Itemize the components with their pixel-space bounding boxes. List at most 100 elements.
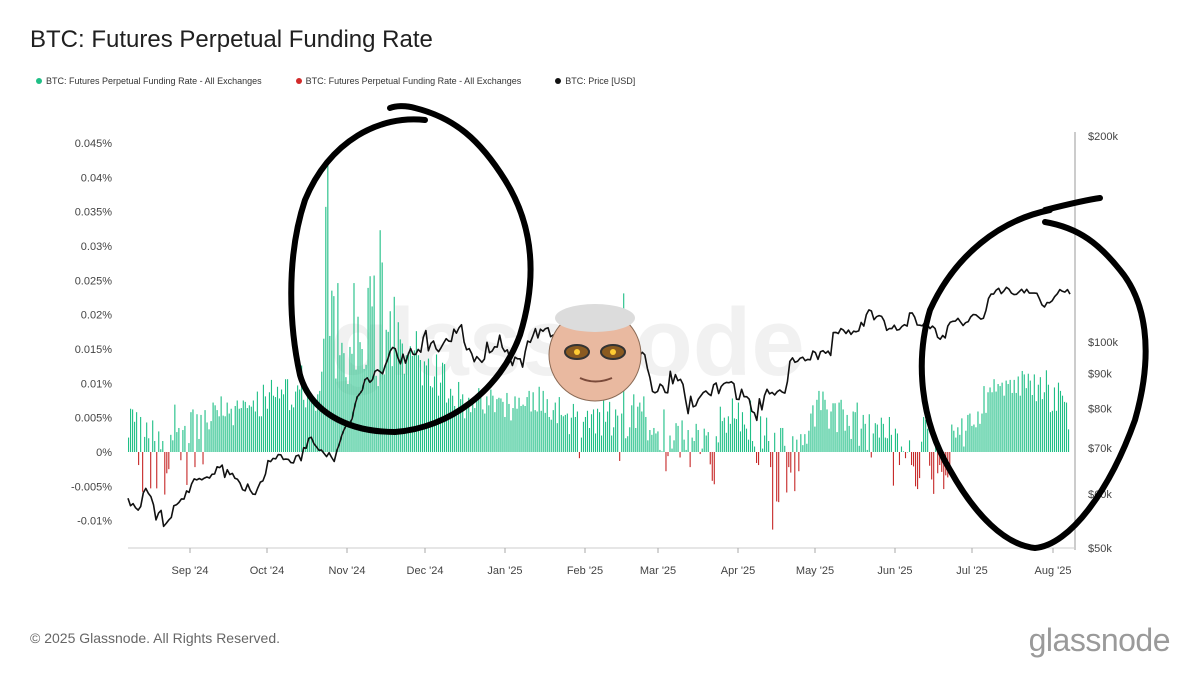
y-left-tick-label: -0.01% — [77, 516, 112, 528]
funding-bar — [150, 452, 152, 489]
funding-bar — [874, 423, 876, 452]
funding-bar — [568, 434, 570, 452]
funding-bar — [142, 452, 144, 492]
funding-bar — [250, 406, 252, 452]
y-left-tick-label: 0.01% — [81, 378, 112, 390]
funding-bar — [431, 387, 434, 452]
funding-bar — [274, 397, 277, 452]
legend-item-price[interactable]: BTC: Price [USD] — [555, 76, 635, 86]
funding-bar — [226, 402, 228, 452]
funding-bar — [488, 405, 490, 452]
funding-bar — [580, 437, 582, 452]
funding-bar — [671, 448, 673, 452]
funding-bar — [1031, 395, 1033, 452]
annotation-circle-left — [288, 103, 534, 436]
funding-bar — [168, 452, 170, 470]
funding-bar — [816, 399, 818, 452]
funding-bar — [522, 404, 524, 452]
y-right-tick-label: $70k — [1088, 443, 1112, 455]
funding-bar — [188, 443, 190, 452]
funding-bar — [814, 426, 816, 452]
x-tick-label: Mar '25 — [640, 565, 676, 577]
funding-bar — [858, 445, 860, 452]
funding-bar — [625, 438, 627, 452]
funding-bar — [1015, 392, 1017, 452]
funding-bar — [675, 423, 677, 452]
funding-rate-chart: glassnode 0.045%0.04%0.035%0.03%0.025%0.… — [71, 103, 1149, 577]
y-left-tick-label: 0.045% — [75, 138, 113, 150]
funding-bar — [1063, 401, 1066, 452]
funding-bar — [554, 402, 556, 452]
funding-bar — [824, 399, 826, 452]
funding-bar — [898, 452, 901, 466]
funding-bar — [711, 452, 713, 481]
funding-bar — [317, 394, 319, 452]
funding-bar — [381, 262, 383, 452]
funding-bar — [156, 452, 158, 489]
funding-bar — [524, 405, 526, 452]
funding-bar — [578, 452, 580, 459]
funding-bar — [645, 416, 647, 452]
funding-bar — [798, 452, 800, 472]
funding-bar — [1013, 379, 1015, 452]
funding-bar — [198, 438, 200, 452]
funding-bar — [409, 346, 411, 452]
funding-bar — [989, 387, 991, 452]
funding-bar — [917, 452, 919, 490]
funding-bar — [862, 414, 864, 452]
funding-bar — [856, 402, 858, 452]
legend-item-positive-funding[interactable]: BTC: Futures Perpetual Funding Rate - Al… — [36, 76, 262, 86]
funding-bar — [363, 368, 365, 452]
funding-bar — [377, 386, 379, 452]
funding-bar — [536, 411, 538, 452]
funding-bar — [697, 430, 699, 452]
funding-bar — [490, 389, 492, 452]
funding-bar — [586, 410, 589, 452]
funding-bar — [641, 411, 643, 452]
funding-bar — [307, 392, 309, 452]
funding-bar — [196, 414, 198, 452]
funding-bar — [367, 287, 369, 452]
funding-bar — [852, 411, 854, 452]
funding-bar — [552, 410, 554, 452]
funding-bar — [224, 416, 226, 452]
y-left-tick-label: 0% — [96, 447, 112, 459]
funding-bar — [496, 399, 498, 452]
funding-bar — [484, 413, 486, 452]
funding-bar — [860, 428, 862, 452]
funding-bar — [872, 433, 874, 452]
funding-bar — [222, 415, 224, 452]
funding-bar — [476, 395, 478, 452]
x-tick-label: May '25 — [796, 565, 834, 577]
funding-bar — [1055, 410, 1058, 452]
funding-bar — [212, 402, 214, 452]
funding-bar — [204, 410, 206, 452]
funding-bar — [631, 405, 633, 452]
cartoon-face-sticker — [548, 304, 642, 402]
x-tick-label: Jun '25 — [877, 565, 912, 577]
funding-bar — [369, 276, 371, 452]
funding-bar — [1067, 429, 1070, 452]
funding-bar — [439, 382, 442, 452]
legend-dot-black — [555, 78, 562, 84]
y-right-tick-label: $200k — [1088, 131, 1118, 143]
funding-bar — [657, 431, 659, 452]
funding-bar — [435, 354, 438, 452]
funding-bar — [663, 409, 665, 452]
funding-bar — [1005, 380, 1007, 452]
funding-bar — [999, 386, 1001, 452]
legend-item-negative-funding[interactable]: BTC: Futures Perpetual Funding Rate - Al… — [295, 76, 521, 86]
funding-bar — [172, 440, 174, 452]
funding-bar — [848, 425, 850, 452]
funding-bar — [343, 353, 345, 452]
funding-bar — [144, 436, 146, 452]
funding-bar — [200, 414, 202, 452]
funding-bar — [870, 452, 872, 458]
funding-bar — [768, 441, 770, 452]
funding-bar — [643, 396, 645, 452]
y-left-tick-label: 0.015% — [75, 344, 113, 356]
funding-bar — [323, 338, 325, 452]
funding-bar — [391, 366, 393, 452]
funding-bar — [442, 362, 444, 452]
funding-bar — [760, 416, 762, 452]
